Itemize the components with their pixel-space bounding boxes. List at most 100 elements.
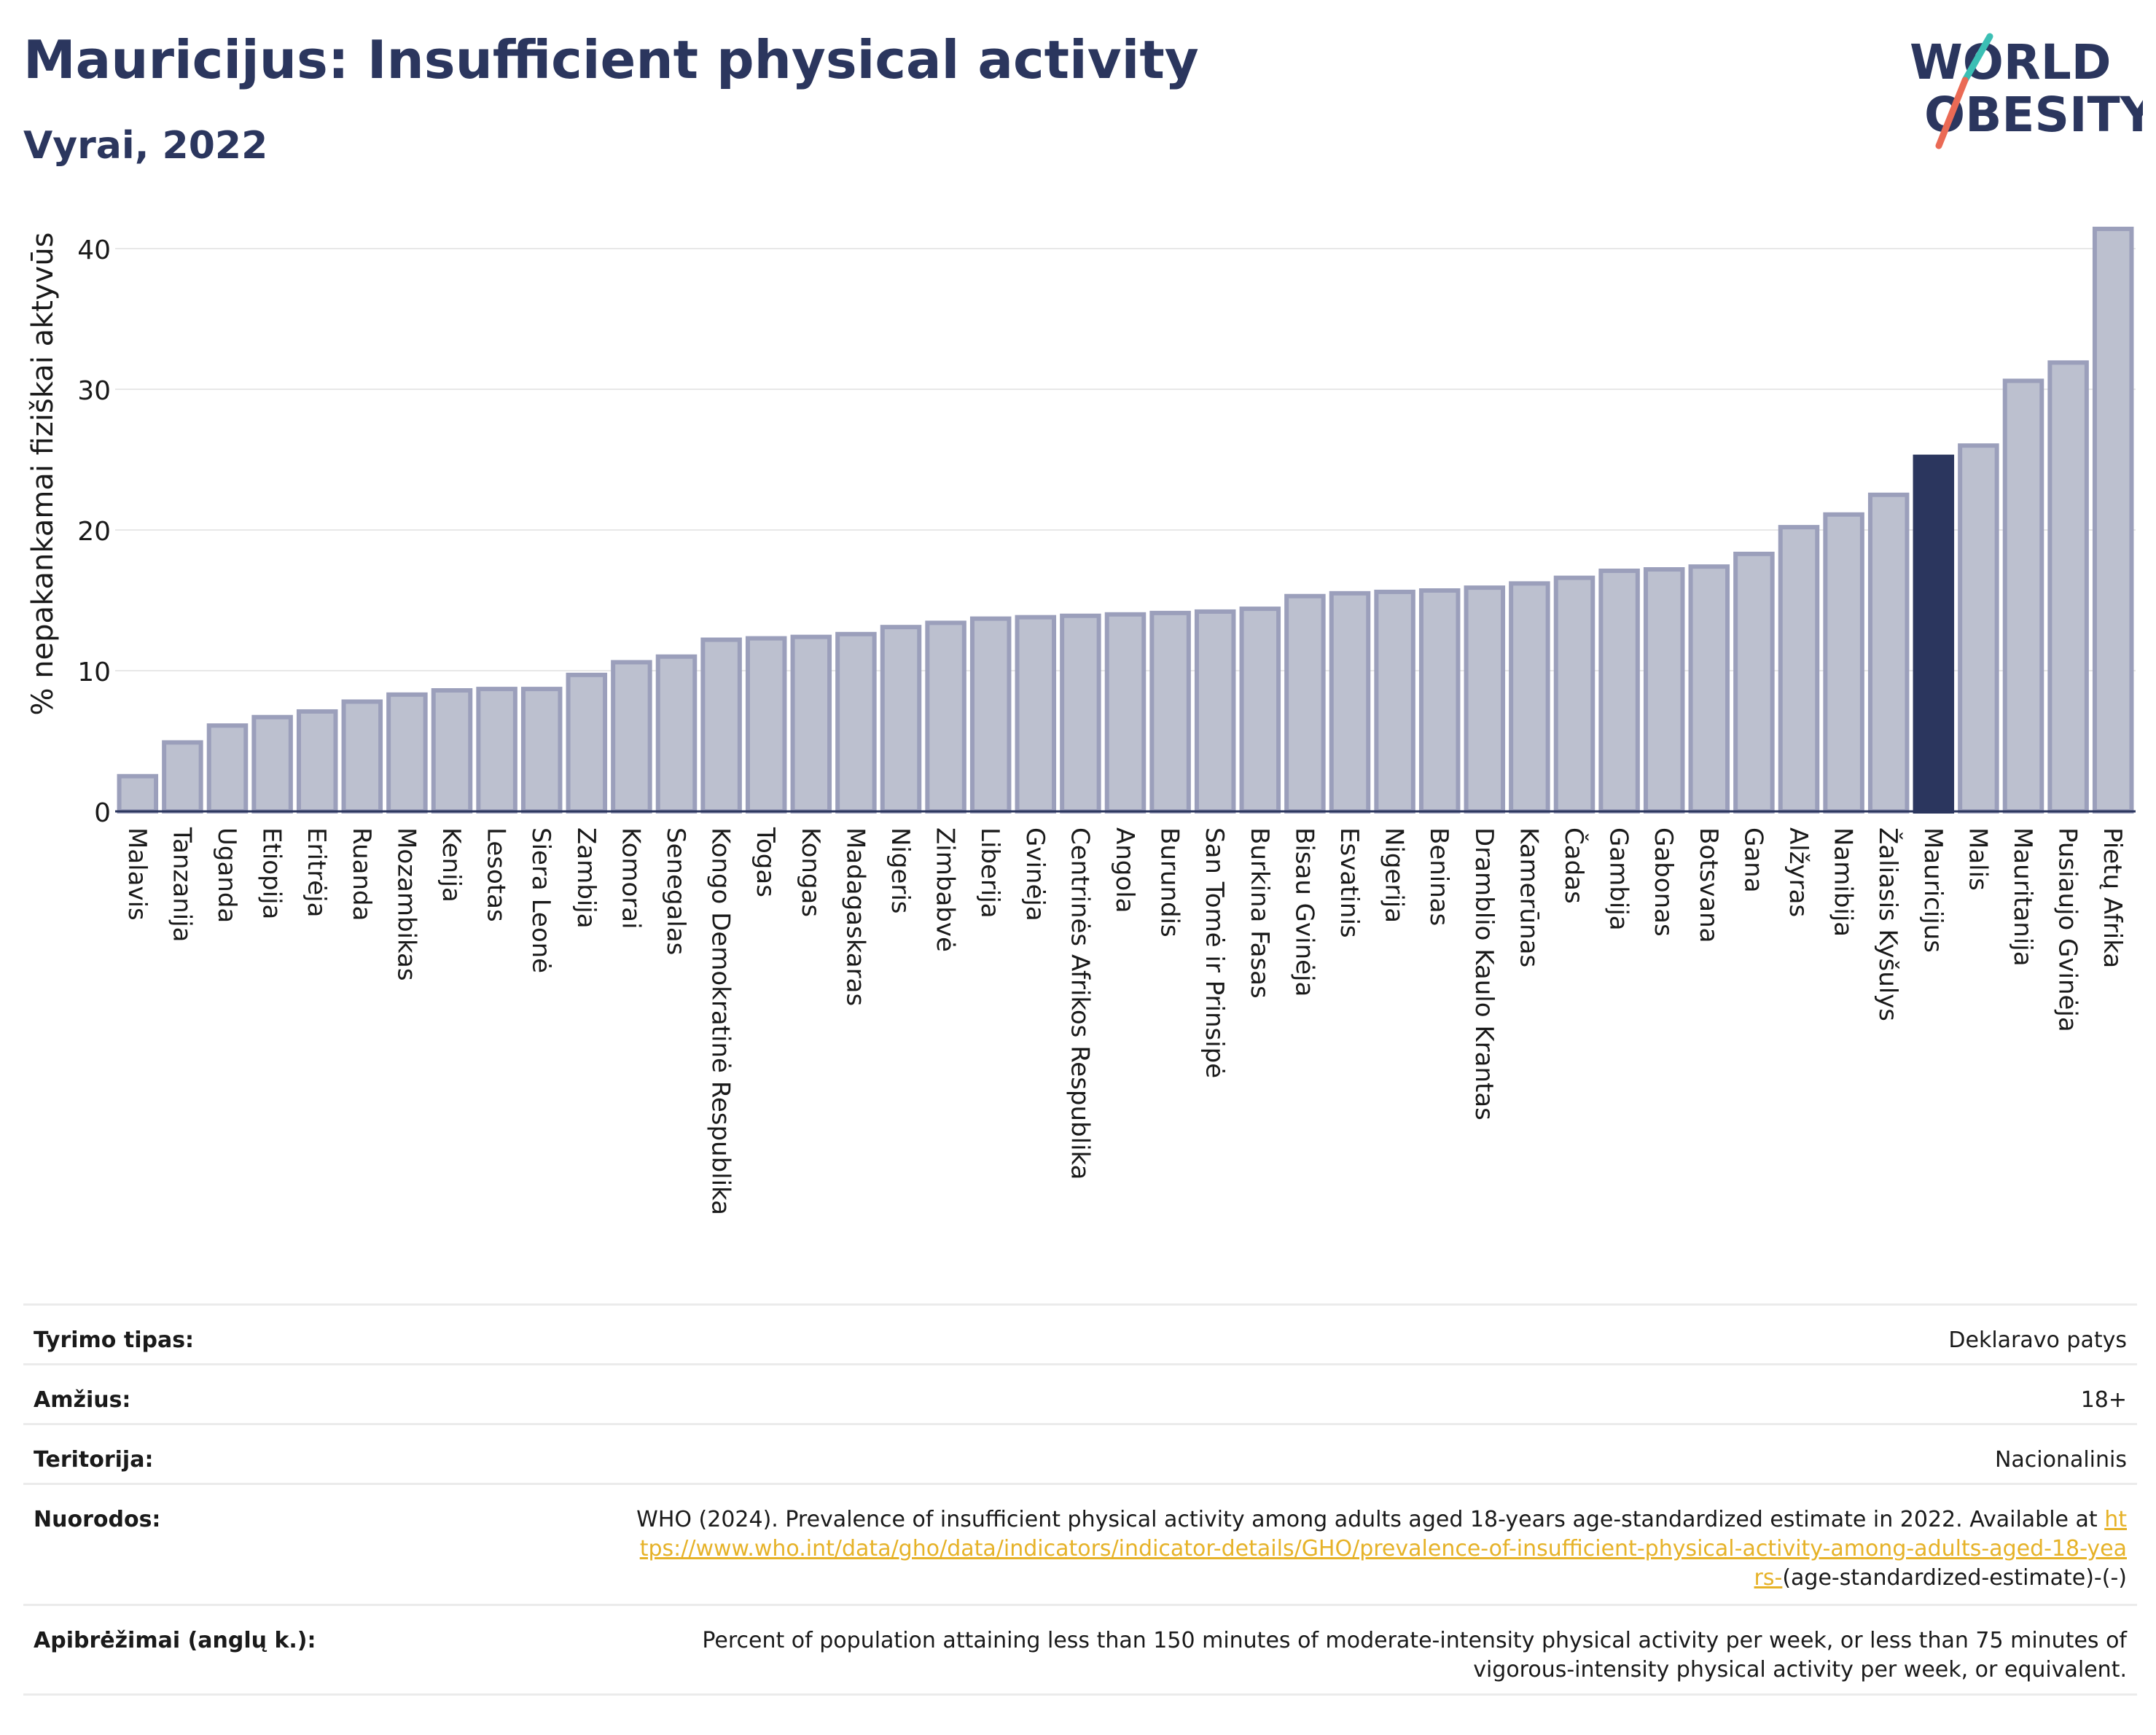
x-tick-label: Angola xyxy=(1110,827,1139,913)
bar-22 xyxy=(1104,612,1147,814)
bars xyxy=(117,226,2134,814)
x-tick-label: Centrinės Afrikos Respublika xyxy=(1065,827,1094,1180)
x-tick-label: Gana xyxy=(1738,827,1768,893)
x-tick-label: Botsvana xyxy=(1694,827,1723,943)
x-tick-label: Kenija xyxy=(437,827,466,902)
bar-13 xyxy=(700,637,742,814)
x-tick-label: Malavis xyxy=(122,827,152,921)
bar-20 xyxy=(1015,615,1057,814)
bar-31 xyxy=(1509,581,1550,814)
bar-11 xyxy=(611,660,652,814)
x-tick-label: Mauritanija xyxy=(2008,827,2037,967)
bar-37 xyxy=(1778,525,1820,814)
meta-row: Nuorodos: WHO (2024). Prevalence of insuf… xyxy=(23,1483,2137,1604)
bar-6 xyxy=(386,692,428,814)
x-tick-label: Ruanda xyxy=(347,827,376,921)
page-subtitle: Vyrai, 2022 xyxy=(23,124,268,168)
bar-10 xyxy=(566,672,608,814)
x-tick-label: Madagaskaras xyxy=(840,827,870,1006)
bar-25 xyxy=(1239,607,1281,814)
meta-label: Tyrimo tipas: xyxy=(34,1327,195,1353)
x-tick-labels: Malavis Tanzanija Uganda Etiopija Eritrėja Ru… xyxy=(122,827,2127,1215)
meta-label: Apibrėžimai (anglų k.): xyxy=(34,1628,316,1653)
bar-41 xyxy=(1958,443,1999,814)
bar-0 xyxy=(117,773,159,814)
bar-7 xyxy=(431,688,473,814)
x-tick-label: Liberija xyxy=(975,827,1004,919)
bar-27 xyxy=(1329,590,1371,814)
x-tick-label: Alžyras xyxy=(1784,827,1813,917)
x-tick-label: Uganda xyxy=(212,827,241,923)
logo-slash-coral xyxy=(1935,77,1969,149)
meta-value: Nacionalinis xyxy=(1994,1447,2127,1473)
bar-19 xyxy=(969,616,1012,814)
bar-18 xyxy=(925,620,966,814)
world-obesity-logo: WORLD OBESITY xyxy=(1910,33,2143,149)
x-tick-label: Tanzanija xyxy=(167,827,196,942)
x-tick-label: Namibija xyxy=(1829,827,1858,937)
meta-row: Amžius: 18+ xyxy=(23,1363,2137,1423)
x-tick-label: Gvinėja xyxy=(1020,827,1050,921)
bar-9 xyxy=(520,687,563,814)
bar-5 xyxy=(341,699,383,814)
meta-row: Tyrimo tipas: Deklaravo patys xyxy=(23,1303,2137,1363)
bar-1 xyxy=(162,740,203,814)
meta-value: Deklaravo patys xyxy=(1948,1327,2127,1353)
bar-36 xyxy=(1733,551,1775,814)
y-tick-label: 0 xyxy=(94,798,111,828)
bar-4 xyxy=(296,709,338,814)
x-tick-label: Esvatinis xyxy=(1335,827,1364,938)
x-tick-label: Lesotas xyxy=(482,827,511,922)
x-tick-label: Kongo Demokratinė Respublika xyxy=(706,827,735,1215)
logo-slash-teal xyxy=(1961,33,1993,84)
x-tick-label: Zambija xyxy=(571,827,601,929)
bar-40 xyxy=(1913,454,1955,814)
x-tick-label: Kongas xyxy=(796,827,825,917)
bar-28 xyxy=(1374,589,1415,814)
bar-26 xyxy=(1284,593,1326,814)
bar-29 xyxy=(1418,588,1461,814)
x-tick-label: Pusiaujo Gvinėja xyxy=(2053,827,2082,1032)
x-tick-label: Nigerija xyxy=(1380,827,1409,923)
metadata-table: Tyrimo tipas: Deklaravo patys Amžius: 18+ Te… xyxy=(23,1303,2137,1696)
y-tick-labels: 0 10 20 30 40 xyxy=(77,235,111,828)
x-tick-label: Eritrėja xyxy=(302,827,331,917)
bar-2 xyxy=(206,723,249,814)
meta-row: Teritorija: Nacionalinis xyxy=(23,1423,2137,1483)
x-tick-label: Kamerūnas xyxy=(1514,827,1543,967)
x-tick-label: Siera Leonė xyxy=(526,827,555,973)
bar-21 xyxy=(1060,613,1101,814)
bar-8 xyxy=(476,687,517,814)
x-tick-label: Mauricijus xyxy=(1918,827,1948,953)
bar-44 xyxy=(2092,226,2134,814)
bar-34 xyxy=(1643,567,1685,814)
x-tick-label: Senegalas xyxy=(661,827,690,955)
bar-24 xyxy=(1194,609,1236,814)
bar-33 xyxy=(1598,568,1640,814)
x-tick-label: Komorai xyxy=(616,827,645,929)
bar-16 xyxy=(835,631,877,814)
reference-link[interactable]: https://www.who.int/data/gho/data/indica… xyxy=(639,1507,2127,1591)
bar-39 xyxy=(1867,492,1910,814)
x-tick-label: Burundis xyxy=(1155,827,1184,937)
logo-line1: WORLD xyxy=(1910,34,2112,90)
x-tick-label: Mozambikas xyxy=(391,827,421,981)
x-tick-label: Burkina Fasas xyxy=(1245,827,1274,999)
bar-17 xyxy=(880,625,922,814)
y-tick-label: 30 xyxy=(77,376,111,406)
bar-3 xyxy=(251,714,293,814)
bar-15 xyxy=(790,634,832,814)
meta-value: Percent of population attaining less tha… xyxy=(702,1628,2127,1683)
x-tick-label: Žaliasis Kyšulys xyxy=(1873,827,1903,1021)
bar-43 xyxy=(2047,360,2089,814)
meta-label: Nuorodos: xyxy=(34,1507,161,1532)
bar-35 xyxy=(1688,564,1730,814)
x-tick-label: Malis xyxy=(1963,827,1992,891)
page-title: Mauricijus: Insufficient physical activi… xyxy=(23,29,1199,90)
meta-label: Amžius: xyxy=(34,1387,131,1413)
meta-value: WHO (2024). Prevalence of insufficient p… xyxy=(636,1507,2127,1591)
bar-14 xyxy=(745,636,787,814)
x-tick-label: Bisau Gvinėja xyxy=(1289,827,1319,997)
x-tick-label: Zimbabvė xyxy=(931,827,960,952)
x-tick-label: Togas xyxy=(751,827,780,897)
